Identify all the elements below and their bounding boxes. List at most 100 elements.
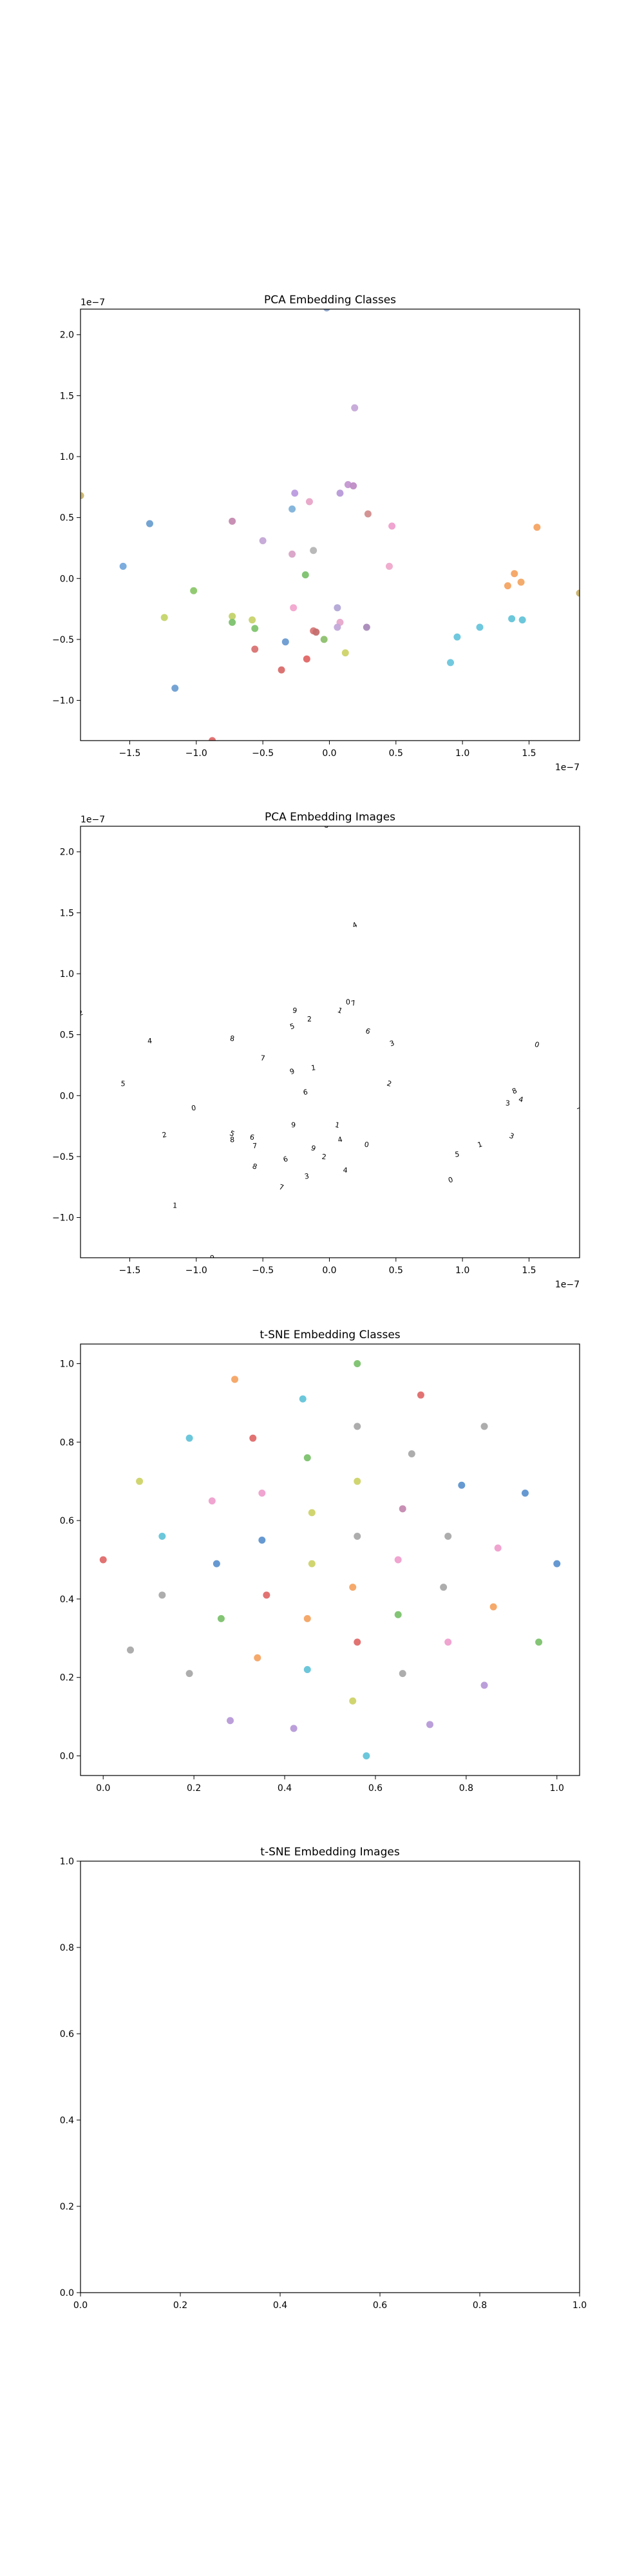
data-point [263, 1591, 270, 1599]
image-thumbnail-point: 4 [337, 1135, 343, 1144]
image-thumbnail-point: 2 [321, 1153, 327, 1162]
data-point [209, 737, 216, 741]
data-point [354, 1638, 361, 1646]
data-point [258, 1537, 266, 1544]
data-point [251, 645, 259, 653]
image-thumbnail-point: 3 [388, 1039, 395, 1048]
data-point [303, 1454, 311, 1462]
x-tick-label: 1.5 [522, 1265, 536, 1276]
image-thumbnail-point: 1 [334, 1121, 341, 1130]
y-tick-label: 2.0 [60, 848, 74, 858]
x-tick-label: −1.5 [118, 748, 140, 759]
y-tick-label: −1.0 [52, 1213, 74, 1224]
x-tick-label: 1.0 [455, 1265, 469, 1276]
x-tick-label: 0.0 [96, 1783, 110, 1794]
y-tick-label: 0.8 [60, 1437, 74, 1448]
data-point [344, 481, 352, 489]
data-point [171, 685, 179, 692]
data-point [336, 489, 344, 497]
data-point [385, 562, 393, 570]
image-thumbnail-point: 3 [506, 1099, 510, 1108]
y-tick-label: 0.0 [60, 2288, 74, 2298]
data-point [394, 1611, 402, 1618]
data-point [227, 1717, 234, 1725]
data-point [99, 1556, 107, 1564]
image-thumbnail-point: 2 [77, 1009, 84, 1018]
y-offset-text: 1e−7 [80, 815, 105, 825]
y-tick-label: 0.0 [60, 1752, 74, 1762]
y-tick-label: −0.5 [52, 1152, 74, 1162]
data-point [517, 578, 525, 586]
data-point [281, 638, 289, 646]
image-thumbnail-point: 9 [291, 1121, 296, 1130]
chart-pca-images: PCA Embedding Images −1.5 −1.0 −0.5 0.0 0.5 1.… [52, 811, 580, 1290]
image-thumbnail-point: 4 [518, 1095, 524, 1104]
data-point [458, 1481, 466, 1489]
y-tick-label: 0.0 [60, 1091, 74, 1101]
data-point [349, 1584, 357, 1591]
data-point [308, 1560, 316, 1567]
y-tick-label: 0.6 [60, 2029, 74, 2040]
y-tick-label: 0.6 [60, 1516, 74, 1526]
y-tick-label: 0.4 [60, 1595, 74, 1605]
data-point [258, 1489, 266, 1497]
data-point [208, 1497, 216, 1505]
data-point [349, 1697, 357, 1705]
x-tick-label: −1.0 [185, 1265, 207, 1276]
data-point [489, 1603, 497, 1611]
image-thumbnail-point: 7 [350, 999, 357, 1008]
axes-frame [80, 308, 580, 741]
data-point [303, 1615, 311, 1622]
x-tick-label: 1.0 [455, 748, 469, 759]
image-thumbnail-point: 5 [289, 1022, 296, 1031]
image-thumbnail-point: 4 [343, 1166, 348, 1175]
data-point [351, 404, 359, 412]
data-point [354, 1532, 361, 1540]
image-thumbnail-point: 4 [147, 1037, 152, 1046]
data-point [354, 1477, 361, 1485]
image-thumbnail-point: 3 [508, 1132, 515, 1141]
image-thumbnail-point: 9 [292, 1006, 298, 1015]
axes-frame [80, 826, 580, 1258]
data-point [185, 1670, 193, 1678]
image-thumbnail-point: 2 [307, 1015, 312, 1023]
data-point [576, 589, 580, 597]
data-point [290, 1725, 298, 1732]
x-tick-label: −0.5 [252, 1265, 274, 1276]
chart-title: PCA Embedding Classes [264, 294, 396, 307]
y-tick-label: 1.0 [60, 1857, 74, 1867]
data-point [480, 1681, 488, 1689]
data-point [301, 571, 309, 579]
data-point [158, 1532, 166, 1540]
data-point [354, 1359, 361, 1367]
image-thumbnail-point: 5 [229, 1129, 236, 1139]
x-tick-label: 0.2 [173, 2300, 187, 2311]
data-point [511, 570, 518, 578]
data-point [259, 537, 267, 545]
points-layer [80, 309, 580, 741]
image-thumbnail-point: 9 [209, 1253, 215, 1262]
data-point [289, 550, 296, 558]
data-point [518, 616, 526, 624]
image-thumbnail-point: 8 [230, 1135, 234, 1144]
data-point [388, 522, 396, 530]
image-thumbnail-point: 3 [323, 821, 330, 830]
image-thumbnail-point: 7 [252, 1142, 258, 1150]
chart-tsne-classes: t-SNE Embedding Classes 0.0 0.2 0.4 0.6 0.8 1.… [60, 1329, 580, 1794]
image-thumbnail-point: 1 [477, 1140, 483, 1149]
data-point [533, 524, 541, 531]
data-point [476, 623, 484, 631]
points-layer: 4307192568430719256843071925684307192568… [77, 821, 580, 1262]
data-point [521, 1489, 529, 1497]
image-thumbnail-point: 1 [310, 1063, 316, 1072]
x-tick-label: 0.8 [473, 2300, 487, 2311]
data-point [278, 666, 285, 674]
x-tick-label: 0.6 [373, 2300, 387, 2311]
data-point [303, 655, 310, 663]
x-tick-label: −1.5 [118, 1265, 140, 1276]
data-point [289, 505, 296, 513]
image-thumbnail-point: 4 [351, 920, 359, 930]
data-point [364, 510, 372, 518]
y-tick-label: 0.4 [60, 2116, 74, 2126]
